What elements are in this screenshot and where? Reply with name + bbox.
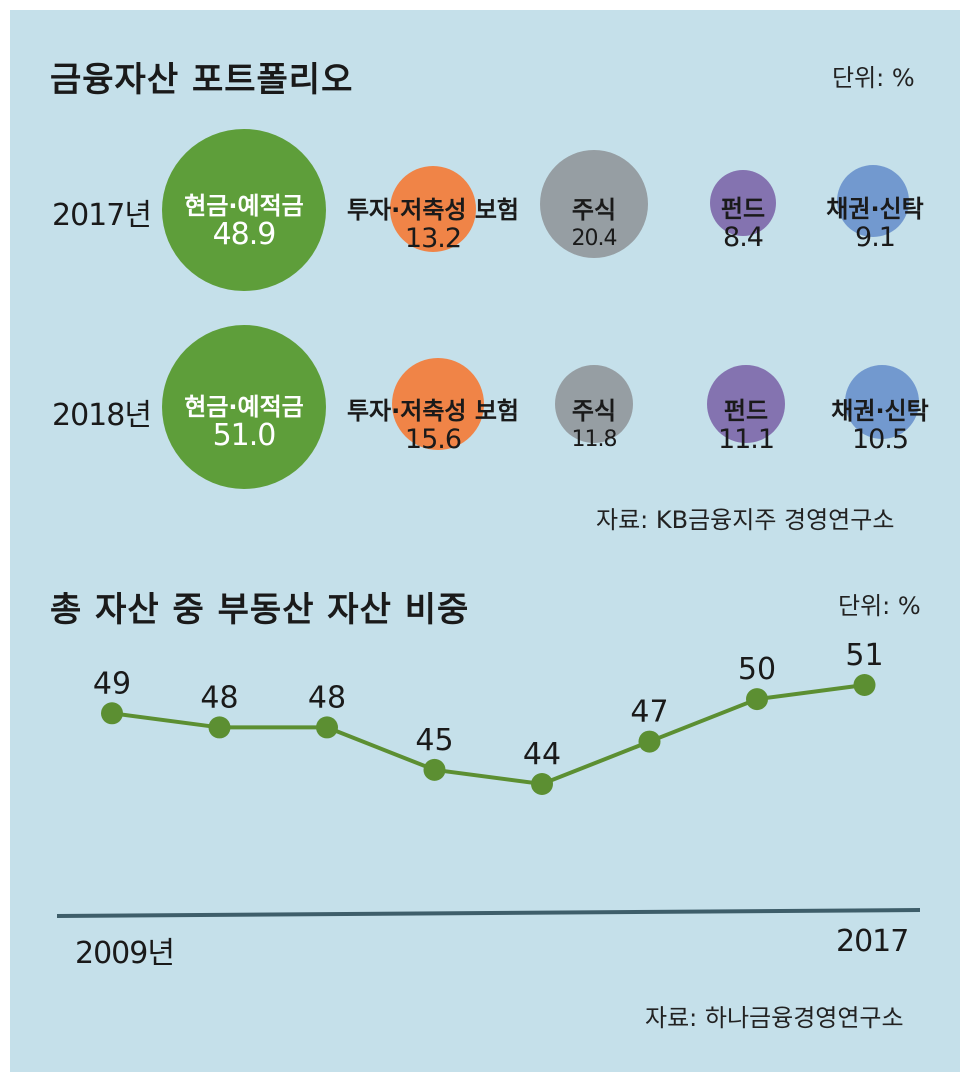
data-point [746, 688, 768, 711]
year-label-2018: 2018년 [52, 398, 152, 433]
label-2018-bond: 채권·신탁 10.5 [831, 397, 929, 455]
data-label: 48 [200, 680, 238, 715]
data-point [423, 758, 446, 781]
bubble-2018-bond [845, 365, 919, 439]
chart-title: 총 자산 중 부동산 자산 비중 [50, 590, 470, 630]
chart-unit: 단위: % [838, 592, 921, 620]
label-2017-stock: 주식 20.4 [571, 196, 618, 251]
x-start-label: 2009년 [75, 936, 175, 971]
x-end-label: 2017 [836, 924, 909, 959]
bubble-2018-fund [707, 365, 785, 443]
bubble-2018-insurance [392, 358, 484, 450]
data-label: 51 [845, 638, 883, 673]
data-point [531, 773, 553, 795]
label-2018-fund: 펀드 11.1 [717, 397, 775, 455]
data-label: 49 [93, 666, 131, 701]
label-2017-bond: 채권·신탁 9.1 [826, 195, 924, 253]
data-label: 44 [523, 737, 561, 772]
bubble-2018-stock [555, 365, 633, 443]
label-2018-insurance: 투자·저축성 보험 15.6 [346, 397, 520, 455]
bubble-2018-cash [162, 325, 326, 489]
data-point [853, 674, 876, 696]
bubble-2017-insurance [390, 166, 476, 252]
portfolio-source: 자료: KB금융지주 경영연구소 [596, 506, 895, 534]
label-2017-cash: 현금·예적금 48.9 [184, 192, 304, 252]
data-label: 50 [738, 652, 776, 687]
series-line [111, 683, 865, 787]
year-label-2017: 2017년 [52, 198, 152, 233]
label-2018-stock: 주식 11.8 [571, 397, 618, 452]
data-point [638, 730, 661, 753]
data-label: 48 [308, 680, 346, 715]
label-2017-fund: 펀드 8.4 [720, 195, 766, 253]
label-2018-cash: 현금·예적금 51.0 [184, 393, 304, 453]
bubble-2017-fund [710, 170, 776, 236]
data-point [101, 702, 123, 725]
x-axis-line [56, 908, 921, 918]
data-label: 45 [415, 723, 453, 758]
bubble-2017-stock [540, 150, 648, 258]
chart-source: 자료: 하나금융경영연구소 [645, 1004, 904, 1032]
data-label: 47 [630, 695, 668, 730]
bubble-2017-cash [162, 129, 326, 291]
label-2017-insurance: 투자·저축성 보험 13.2 [346, 196, 520, 254]
portfolio-title: 금융자산 포트폴리오 [50, 60, 354, 100]
data-point [316, 716, 338, 739]
data-point [208, 716, 231, 739]
bubble-2017-bond [837, 165, 909, 237]
portfolio-unit: 단위: % [832, 64, 915, 92]
